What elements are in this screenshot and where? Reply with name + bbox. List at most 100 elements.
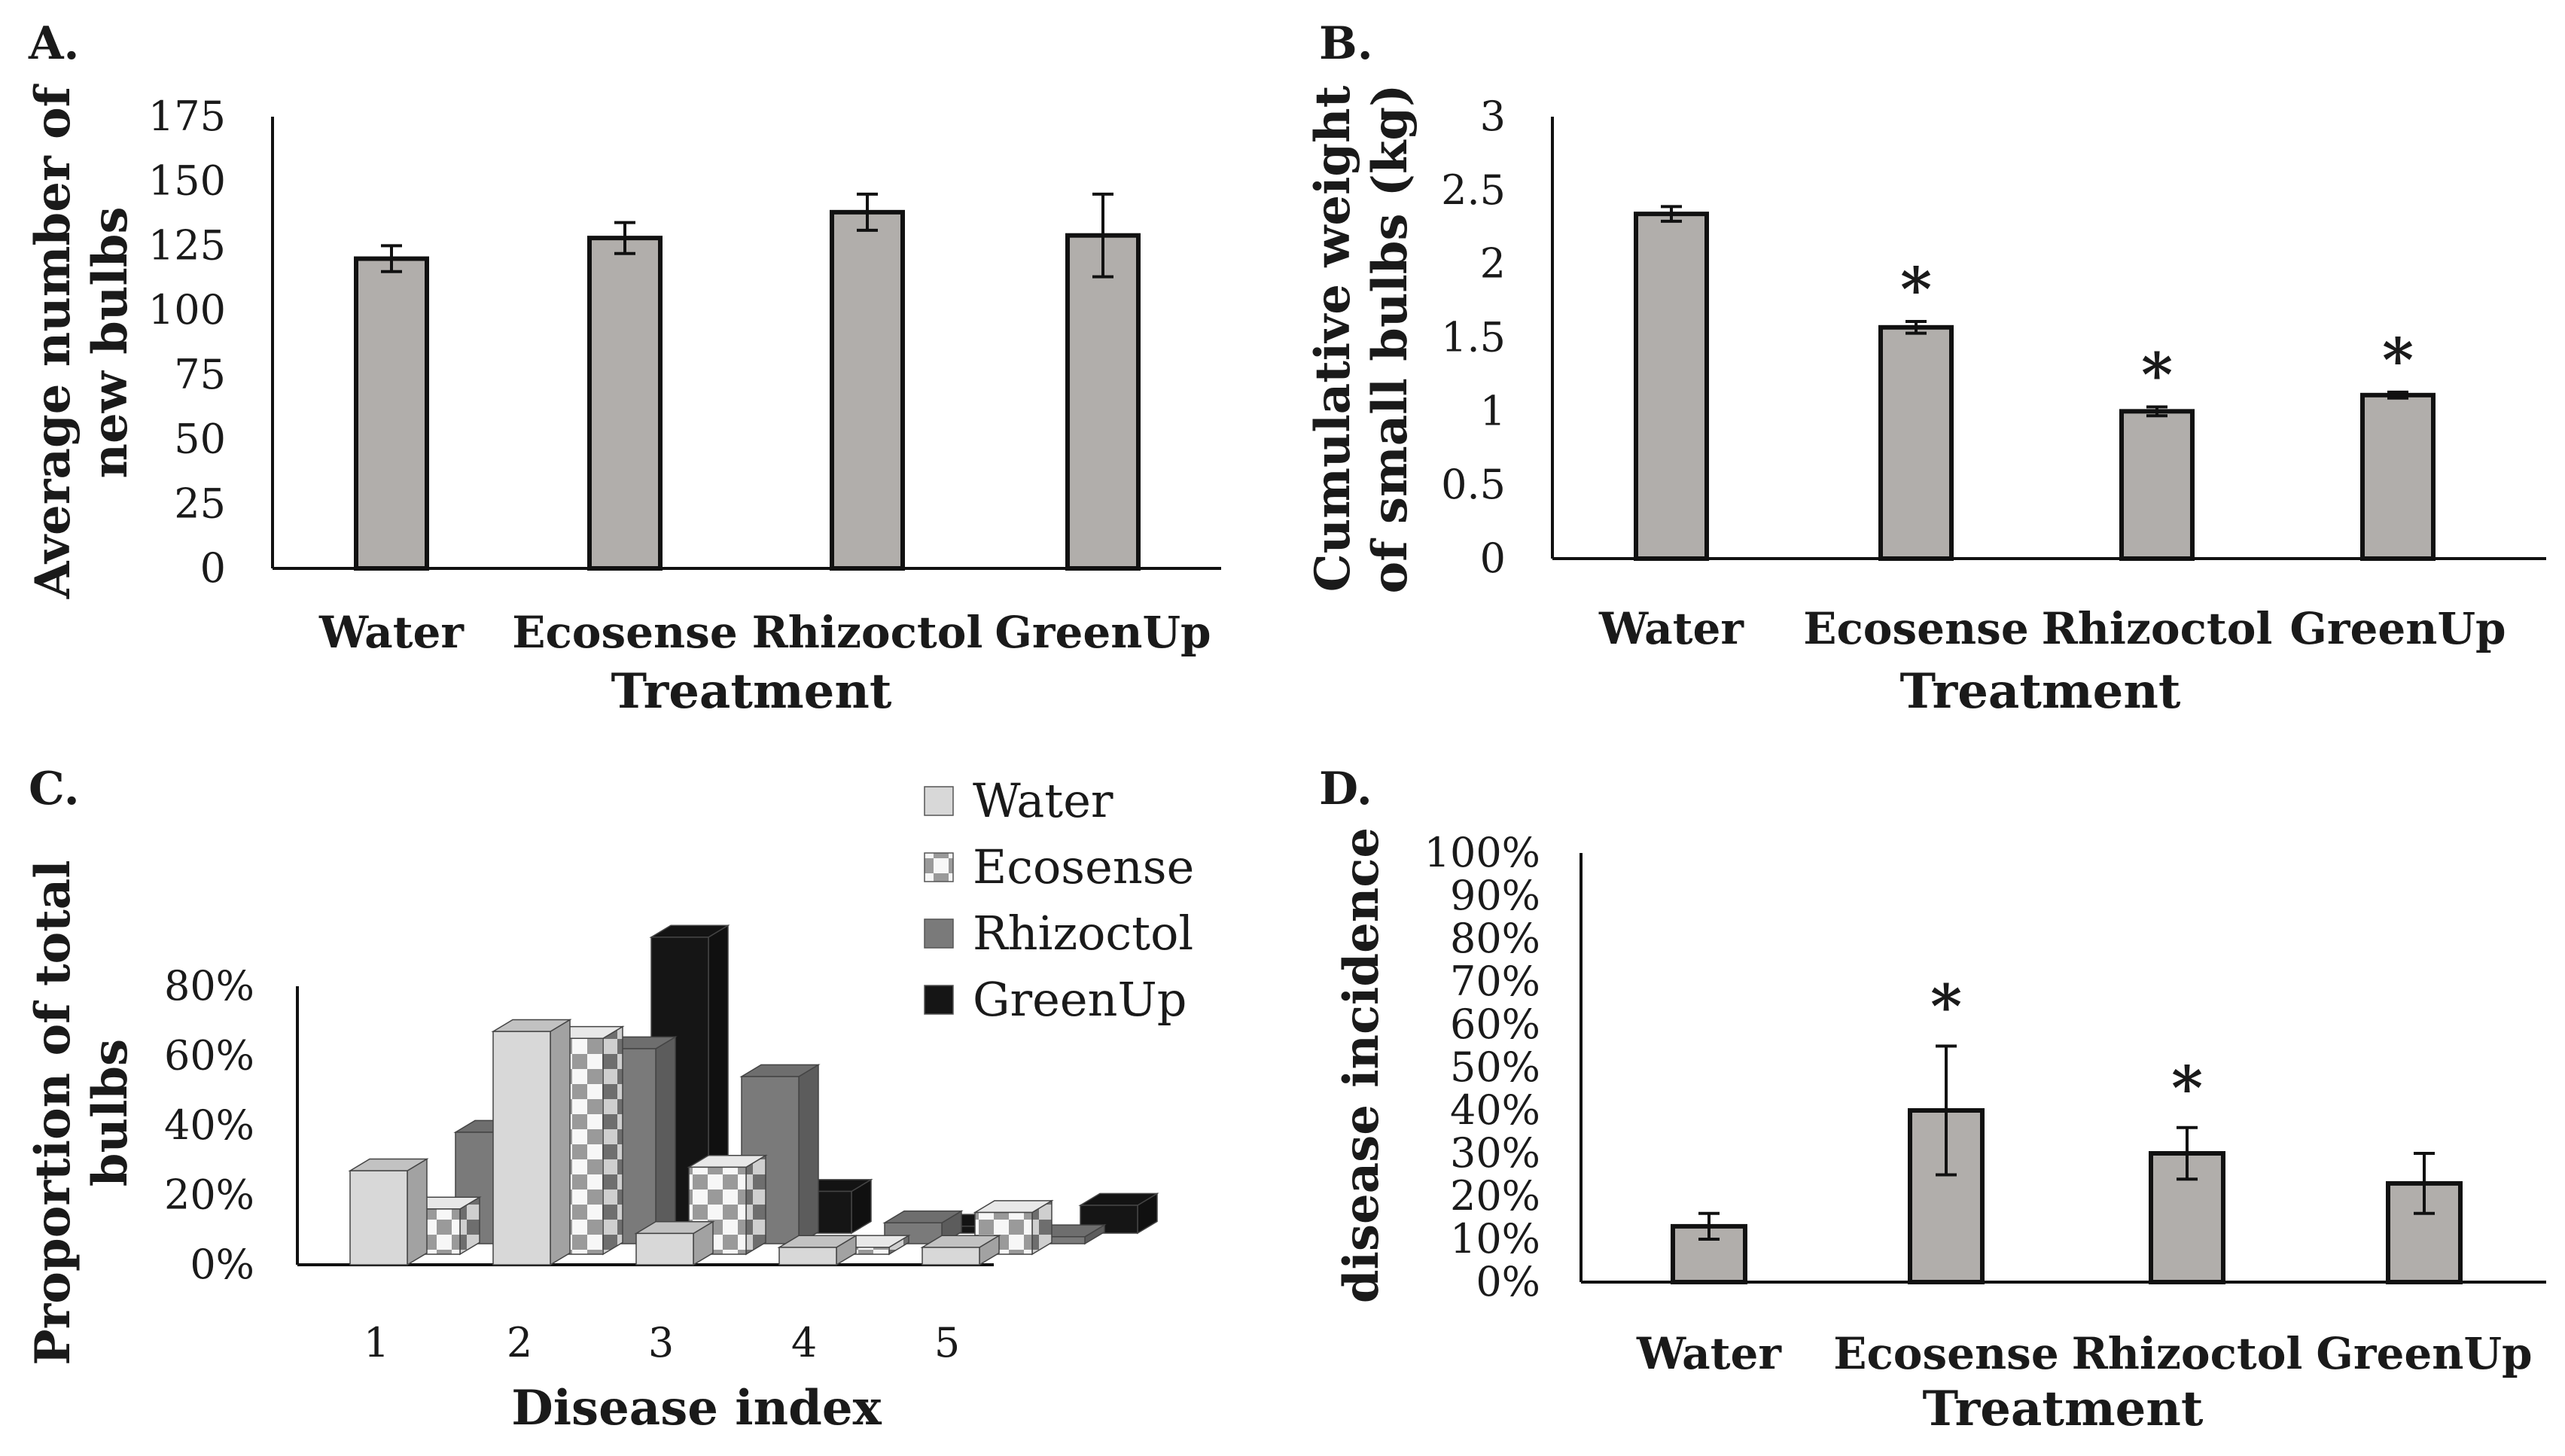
panel-d: D. disease incidence 0%10%20%30%40%50%60…	[1319, 763, 2546, 1437]
panel-a-y-tick: 150	[148, 157, 226, 205]
panel-c-legend-swatch	[924, 786, 954, 816]
panel-b-bar	[2360, 392, 2436, 561]
panel-c-y-axis-title-line: Proportion of total	[25, 860, 81, 1365]
panel-d-y-tick: 20%	[1450, 1172, 1540, 1220]
panel-c-legend-label: Ecosense	[973, 839, 1194, 894]
panel-c-bar	[884, 1222, 943, 1244]
panel-c-y-axis-title: Proportion of total bulbs	[25, 860, 139, 1365]
panel-c-y-tick: 40%	[164, 1101, 254, 1149]
panel-a-bar	[830, 209, 905, 571]
panel-d-bar	[1671, 1223, 1747, 1285]
panel-b-category-label: Rhizoctol	[2042, 603, 2273, 654]
panel-c-bar-side	[798, 1064, 819, 1245]
panel-b-category-label: Ecosense	[1803, 603, 2029, 654]
panel-d-y-tick: 10%	[1450, 1215, 1540, 1263]
panel-a-x-axis-title: Treatment	[611, 663, 892, 720]
panel-c-bar-side	[407, 1158, 428, 1266]
panel-a-bars	[354, 192, 1141, 571]
panel-b-bar	[1634, 212, 1709, 561]
panel-d-y-tick: 100%	[1424, 829, 1540, 876]
panel-d-y-tick: 90%	[1450, 872, 1540, 919]
panel-a-axes	[271, 117, 1221, 570]
panel-b-y-ticks: 0 0.5 1 1.5 2 2.5 3	[1441, 93, 1506, 582]
panel-c: C. Proportion of total bulbs 0% 20% 40% 60% 8…	[25, 763, 1194, 1436]
panel-a-y-tick: 50	[174, 416, 226, 463]
panel-d-y-axis-title: disease incidence	[1333, 827, 1390, 1303]
panel-b-y-tick: 3	[1480, 93, 1506, 140]
panel-c-y-ticks: 0% 20% 40% 60% 80%	[164, 962, 254, 1288]
panel-a-bar	[1065, 233, 1141, 571]
panel-b-y-axis-title-line: Cumulative weight	[1305, 85, 1361, 592]
panel-a-y-axis-title-line: Average number of	[25, 84, 81, 599]
panel-a-y-ticks: 0 25 50 75 100 125 150 175	[148, 93, 226, 592]
panel-d-y-tick: 50%	[1450, 1043, 1540, 1091]
panel-b: B. Cumulative weight of small bulbs (kg) …	[1305, 17, 2546, 720]
panel-c-bar-side	[745, 1154, 766, 1256]
panel-c-category-label: 5	[934, 1319, 960, 1366]
panel-b-y-tick: 0	[1480, 535, 1506, 582]
panel-a: A. Average number of new bulbs 0 25 50 75 100…	[25, 17, 1221, 720]
panel-c-bar	[635, 1232, 694, 1266]
panel-b-significance-star: *	[1900, 254, 1932, 324]
panel-c-category-label: 1	[364, 1319, 389, 1366]
panel-c-legend-label: GreenUp	[973, 972, 1187, 1027]
panel-c-legend-swatch	[924, 985, 954, 1015]
panel-b-significance-star: *	[2382, 324, 2414, 395]
panel-d-significance-star: *	[2171, 1052, 2203, 1123]
panel-a-y-axis-title-line: new bulbs	[82, 207, 139, 479]
panel-a-bar	[354, 256, 429, 571]
panel-d-category-label: Rhizoctol	[2072, 1328, 2303, 1379]
panel-c-x-ticks: 1 2 3 4 5	[364, 1319, 960, 1366]
panel-d-axes	[1580, 853, 2546, 1284]
panel-d-category-label: Ecosense	[1833, 1328, 2059, 1379]
panel-b-x-ticks: Water Ecosense Rhizoctol GreenUp	[1598, 603, 2506, 654]
panel-b-category-label: Water	[1598, 603, 1744, 654]
panel-b-y-tick: 0.5	[1441, 461, 1506, 508]
panel-a-label: A.	[28, 17, 79, 70]
panel-b-x-axis-title: Treatment	[1900, 663, 2181, 720]
panel-c-legend-swatch	[924, 918, 954, 949]
panel-d-label: D.	[1319, 763, 1372, 815]
panel-d-y-axis-title-line: disease incidence	[1333, 827, 1390, 1303]
panel-b-y-axis-title-line: of small bulbs (kg)	[1362, 84, 1418, 594]
panel-b-label: B.	[1319, 17, 1373, 70]
panel-d-bars: **	[1671, 971, 2463, 1285]
panel-d-y-tick: 80%	[1450, 915, 1540, 962]
panel-c-bar-side	[655, 1036, 676, 1245]
panel-a-y-tick: 175	[148, 93, 226, 140]
panel-c-legend-swatch	[924, 852, 954, 882]
panel-d-y-tick: 40%	[1450, 1086, 1540, 1134]
panel-b-y-tick: 2.5	[1441, 166, 1506, 214]
panel-c-y-tick: 60%	[164, 1032, 254, 1080]
panel-d-y-tick: 0%	[1476, 1258, 1540, 1305]
panel-b-bar	[2119, 409, 2195, 561]
panel-d-category-label: Water	[1636, 1328, 1782, 1379]
panel-a-category-label: Water	[318, 607, 465, 658]
panel-a-y-tick: 125	[148, 221, 226, 269]
panel-c-y-tick: 80%	[164, 962, 254, 1010]
panel-b-axes	[1551, 117, 2546, 560]
panel-d-y-tick: 60%	[1450, 1001, 1540, 1048]
panel-c-legend: Water Ecosense Rhizoctol GreenUp	[924, 773, 1194, 1027]
panel-c-y-tick: 0%	[190, 1241, 254, 1288]
panel-c-label: C.	[29, 763, 80, 815]
panel-c-y-axis-title-line: bulbs	[82, 1039, 139, 1186]
panel-d-category-label: GreenUp	[2316, 1328, 2532, 1379]
panel-d-significance-star: *	[1930, 971, 1962, 1042]
panel-a-category-label: Ecosense	[512, 607, 738, 658]
panel-b-category-label: GreenUp	[2289, 603, 2506, 654]
panel-d-y-ticks: 0%10%20%30%40%50%60%70%80%90%100%	[1424, 829, 1540, 1305]
panel-c-bar-side	[602, 1025, 623, 1256]
panel-c-y-tick: 20%	[164, 1171, 254, 1219]
panel-c-bars	[348, 924, 1159, 1266]
panel-c-bar	[922, 1247, 980, 1266]
panel-d-y-tick: 70%	[1450, 958, 1540, 1005]
panel-b-y-tick: 1.5	[1441, 314, 1506, 361]
panel-a-y-tick: 0	[200, 544, 226, 592]
panel-b-y-axis-title: Cumulative weight of small bulbs (kg)	[1305, 84, 1418, 594]
panel-c-legend-label: Water	[973, 773, 1113, 828]
panel-c-bar-side	[550, 1019, 571, 1266]
panel-c-bar	[492, 1031, 551, 1266]
panel-a-category-label: GreenUp	[995, 607, 1211, 658]
